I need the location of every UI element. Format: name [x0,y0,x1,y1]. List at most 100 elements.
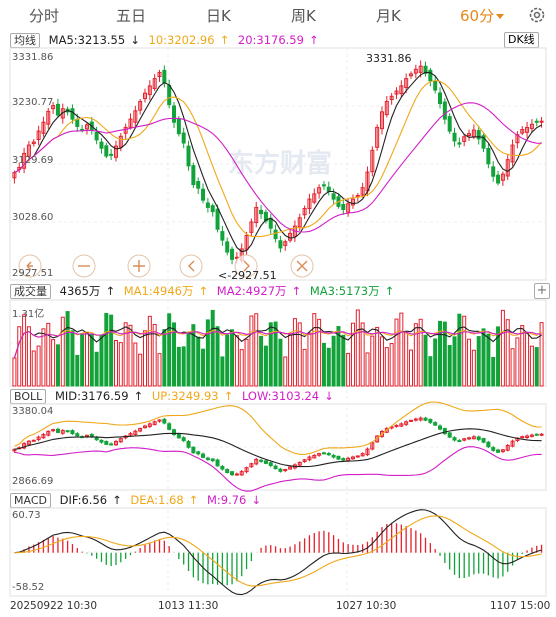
tab-intraday[interactable]: 分时 [29,7,60,25]
volume-bar [249,315,254,387]
volume-bar [259,335,264,387]
macd-dea-line [14,515,542,587]
candle [249,221,254,233]
dk-line-button[interactable]: DK线 [504,32,539,48]
high-annotation: 3331.86 [366,52,412,65]
date-label: 1013 11:30 [158,600,219,612]
boll-candle [36,436,41,441]
candle [278,240,283,249]
volume-bar [467,338,472,387]
ma5-line [14,71,542,253]
volume-bar [75,354,80,387]
candle [452,132,457,142]
candle [201,188,206,201]
boll-low: LOW:3103.24 ↓ [241,389,334,403]
boll-candle [447,432,452,438]
boll-candle [109,443,114,446]
boll-candle [292,464,297,469]
volume-bar [462,315,467,387]
candle [423,65,428,74]
candle [133,110,138,123]
add-indicator-button[interactable]: + [534,283,550,299]
volume-bar [365,352,370,387]
boll-candle [104,440,109,445]
volume-bar [55,344,60,387]
volume-bar [278,338,283,387]
boll-candle [89,433,94,438]
volume-bar [80,334,85,387]
boll-candle [321,452,326,455]
vol-selector[interactable]: 成交量 [10,284,51,299]
candle [500,173,505,181]
candle [273,229,278,240]
boll-candle [259,459,264,462]
boll-candle [147,423,152,427]
ma5-value: MA5:3213.55 ↓ [48,33,140,47]
boll-candle [404,421,409,425]
boll-candle [94,436,99,441]
candle [442,101,447,120]
macd-selector[interactable]: MACD [10,493,51,508]
tab-five-day[interactable]: 五日 [116,7,147,25]
boll-candle [70,430,75,435]
volume-bar [384,347,389,387]
boll-candle [249,463,254,468]
boll-candle [326,453,331,456]
boll-candle [186,441,191,448]
boll-candle [75,433,80,437]
candle [409,73,413,77]
volume-bar [428,356,433,387]
boll-candle [418,417,423,421]
volume-bar [70,330,75,387]
boll-candle [384,427,389,433]
volume-bar [438,320,443,387]
tab-daily-k[interactable]: 日K [206,7,231,25]
candle [326,186,331,192]
volume-bar [268,322,273,387]
volume-bar [263,345,268,387]
volume-bar [288,334,293,387]
candle [65,108,70,113]
volume-bar [433,338,438,387]
volume-bar [520,325,525,387]
boll-candle [467,437,472,440]
volume-bar [418,318,423,387]
shrink-icon [290,254,314,278]
candle [152,78,157,89]
ma-selector[interactable]: 均线 [10,33,40,48]
boll-candle [413,418,418,421]
candle [331,193,336,200]
boll-up: UP:3249.93 ↑ [151,389,234,403]
gear-icon[interactable] [528,6,546,24]
boll-selector[interactable]: BOLL [10,389,47,404]
candle [307,198,312,210]
volume-bar [355,309,360,387]
boll-candle [268,462,273,467]
volume-bar [36,345,41,387]
volume-bar [404,331,409,387]
tab-60min[interactable]: 60分 [460,5,504,26]
volume-bar [471,349,476,387]
tab-weekly-k[interactable]: 周K [291,7,316,25]
candle [215,208,220,230]
volume-bar [452,336,457,387]
candle [70,108,75,120]
vol-legend: 成交量 4365万 ↑ MA1:4946万 ↑ MA2:4927万 ↑ MA3:517… [10,283,399,299]
volume-bar [515,337,520,387]
date-label: 1027 10:30 [336,600,397,612]
price-tick: 2927.51 [12,268,54,279]
volume-bar [186,332,191,387]
candle [321,184,326,187]
candle [515,134,520,144]
boll-candle [263,460,268,464]
volume-bar [457,313,462,387]
tab-monthly-k[interactable]: 月K [376,7,401,25]
volume-bar [273,321,278,387]
volume-bar [225,334,230,387]
boll-candle [26,440,31,445]
candle [379,111,384,130]
volume-bar [379,336,384,387]
volume-bar [60,316,65,387]
candle [288,232,293,241]
